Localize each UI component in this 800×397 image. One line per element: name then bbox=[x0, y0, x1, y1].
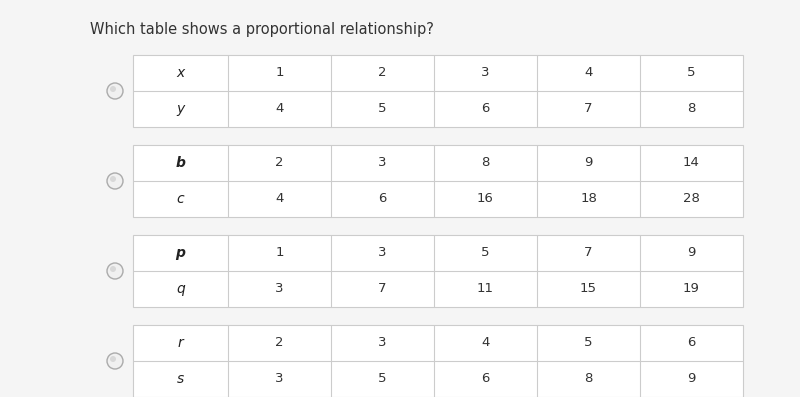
Text: 4: 4 bbox=[482, 337, 490, 349]
Text: 2: 2 bbox=[275, 337, 284, 349]
Text: 3: 3 bbox=[275, 283, 284, 295]
Text: 14: 14 bbox=[683, 156, 700, 170]
Text: 2: 2 bbox=[275, 156, 284, 170]
Text: 6: 6 bbox=[378, 193, 386, 206]
Text: 6: 6 bbox=[482, 372, 490, 385]
Text: r: r bbox=[178, 336, 183, 350]
Text: 9: 9 bbox=[584, 156, 593, 170]
Circle shape bbox=[107, 353, 123, 369]
Text: 7: 7 bbox=[584, 247, 593, 260]
Text: b: b bbox=[175, 156, 186, 170]
Text: y: y bbox=[176, 102, 185, 116]
Circle shape bbox=[107, 173, 123, 189]
Text: 3: 3 bbox=[275, 372, 284, 385]
Text: 28: 28 bbox=[683, 193, 700, 206]
Text: 18: 18 bbox=[580, 193, 597, 206]
Text: 4: 4 bbox=[275, 193, 284, 206]
Bar bbox=[133, 145, 743, 217]
Text: 2: 2 bbox=[378, 67, 386, 79]
Circle shape bbox=[107, 263, 123, 279]
Text: 6: 6 bbox=[482, 102, 490, 116]
Text: 4: 4 bbox=[275, 102, 284, 116]
Text: 19: 19 bbox=[683, 283, 700, 295]
Text: 5: 5 bbox=[378, 102, 386, 116]
Text: 3: 3 bbox=[378, 337, 386, 349]
Text: 11: 11 bbox=[477, 283, 494, 295]
Text: c: c bbox=[177, 192, 184, 206]
Circle shape bbox=[110, 266, 116, 272]
Circle shape bbox=[110, 86, 116, 92]
Text: 4: 4 bbox=[584, 67, 593, 79]
Bar bbox=[133, 325, 743, 397]
Text: 7: 7 bbox=[584, 102, 593, 116]
Text: 5: 5 bbox=[482, 247, 490, 260]
Text: 9: 9 bbox=[687, 372, 696, 385]
Text: 6: 6 bbox=[687, 337, 696, 349]
Text: Which table shows a proportional relationship?: Which table shows a proportional relatio… bbox=[90, 22, 434, 37]
Text: p: p bbox=[175, 246, 186, 260]
Text: 1: 1 bbox=[275, 247, 284, 260]
Circle shape bbox=[110, 356, 116, 362]
Bar bbox=[133, 55, 743, 127]
Text: 15: 15 bbox=[580, 283, 597, 295]
Text: 5: 5 bbox=[687, 67, 696, 79]
Text: 3: 3 bbox=[378, 156, 386, 170]
Text: 16: 16 bbox=[477, 193, 494, 206]
Text: x: x bbox=[176, 66, 185, 80]
Bar bbox=[133, 235, 743, 307]
Text: 7: 7 bbox=[378, 283, 386, 295]
Text: s: s bbox=[177, 372, 184, 386]
Text: 8: 8 bbox=[482, 156, 490, 170]
Text: 8: 8 bbox=[584, 372, 593, 385]
Text: 5: 5 bbox=[584, 337, 593, 349]
Circle shape bbox=[107, 83, 123, 99]
Text: 5: 5 bbox=[378, 372, 386, 385]
Text: 3: 3 bbox=[482, 67, 490, 79]
Text: 3: 3 bbox=[378, 247, 386, 260]
Text: q: q bbox=[176, 282, 185, 296]
Text: 9: 9 bbox=[687, 247, 696, 260]
Text: 8: 8 bbox=[687, 102, 696, 116]
Circle shape bbox=[110, 176, 116, 182]
Text: 1: 1 bbox=[275, 67, 284, 79]
